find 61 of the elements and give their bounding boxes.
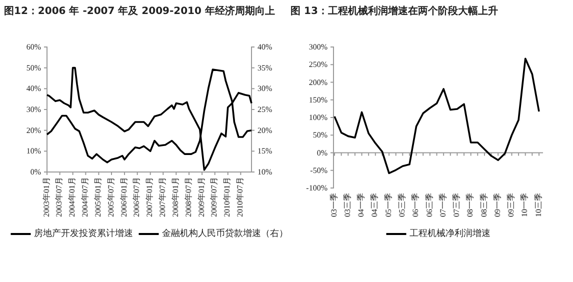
x-tick-label: 06一季 — [411, 193, 420, 217]
y-tick-label: 20% — [26, 126, 42, 135]
x-tick-label: 2007年07月 — [158, 177, 167, 217]
y-tick-label: 60% — [26, 42, 42, 52]
x-tick-label: 09三季 — [506, 193, 516, 217]
y2-tick-label: 20% — [258, 126, 272, 135]
x-tick-label: 05一季 — [384, 193, 393, 217]
x-tick-label: 04一季 — [356, 193, 366, 217]
y2-tick-label: 25% — [258, 105, 272, 114]
y-tick-label: 250% — [308, 60, 328, 70]
x-tick-label: 07三季 — [452, 193, 462, 217]
x-tick-label: 2008年07月 — [184, 177, 193, 217]
x-tick-label: 09一季 — [492, 193, 502, 217]
y-tick-label: 300% — [308, 42, 328, 52]
chart-title: 图12：2006 年 -2007 年及 2009-2010 年经济周期向上 — [4, 5, 275, 17]
chart-title: 图 13：工程机械利润增速在两个阶段大幅上升 — [290, 5, 498, 17]
x-tick-label: 2006年01月 — [119, 177, 128, 217]
y-tick-label: 50% — [312, 130, 328, 140]
y-tick-label: 0% — [316, 148, 328, 158]
x-tick-label: 08一季 — [466, 193, 475, 217]
y2-tick-label: 10% — [258, 168, 272, 177]
x-tick-label: 03一季 — [329, 193, 338, 217]
x-tick-label: 2004年01月 — [68, 177, 77, 217]
legend-label: 房地产开发投资累计增速 — [34, 228, 133, 238]
x-tick-label: 10一季 — [520, 193, 530, 217]
legend-label: 工程机械净利润增速 — [409, 228, 490, 238]
y-tick-label: 40% — [26, 84, 42, 94]
x-tick-label: 2009年01月 — [196, 177, 206, 217]
x-tick-label: 2005年01月 — [94, 177, 103, 217]
y-tick-label: 150% — [308, 95, 328, 104]
y-tick-label: -50% — [310, 166, 328, 175]
y-tick-label: 100% — [308, 113, 328, 122]
legend-label: 金融机构人民币贷款增速（右） — [162, 228, 288, 238]
x-tick-label: 10三季 — [534, 193, 543, 217]
y2-tick-label: 30% — [258, 84, 272, 94]
x-tick-label: 06三季 — [424, 193, 434, 217]
y2-tick-label: 40% — [258, 42, 272, 52]
y-tick-label: 50% — [26, 63, 42, 72]
y-tick-label: 200% — [308, 78, 328, 87]
x-tick-label: 2006年07月 — [132, 177, 142, 217]
x-tick-label: 05三季 — [397, 193, 407, 217]
x-tick-label: 2010年07月 — [236, 177, 245, 217]
x-tick-label: 2004年07月 — [80, 177, 90, 217]
x-tick-label: 2007年01月 — [145, 177, 154, 217]
x-tick-label: 07一季 — [438, 193, 448, 217]
y-tick-label: 30% — [26, 105, 42, 114]
x-tick-label: 2009年07月 — [210, 177, 219, 217]
y2-tick-label: 35% — [258, 63, 272, 72]
x-tick-label: 2008年01月 — [170, 177, 180, 217]
x-tick-label: 08三季 — [479, 193, 488, 217]
x-tick-label: 04三季 — [370, 193, 380, 217]
y-tick-label: 0% — [30, 168, 42, 177]
x-tick-label: 03三季 — [342, 193, 352, 217]
y-tick-label: 10% — [26, 146, 42, 156]
x-tick-label: 2010年01月 — [222, 177, 232, 217]
y-tick-label: -100% — [306, 184, 328, 193]
x-tick-label: 2003年07月 — [54, 177, 64, 217]
x-tick-label: 2003年01月 — [42, 177, 51, 217]
y2-tick-label: 15% — [258, 146, 272, 156]
x-tick-label: 2005年07月 — [106, 177, 116, 217]
line-series — [334, 58, 540, 174]
